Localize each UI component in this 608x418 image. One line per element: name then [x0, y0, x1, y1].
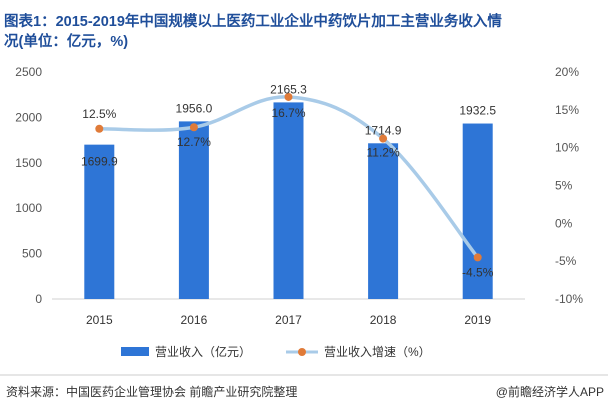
line-data-label: -4.5% [462, 265, 494, 279]
x-axis-tick-label: 2015 [86, 313, 113, 327]
line-point [473, 253, 482, 262]
right-axis-tick-label: 10% [555, 141, 579, 155]
legend: 营业收入（亿元） 营业收入增速（%） [121, 344, 431, 359]
line-point [284, 92, 293, 101]
credit-note: @前瞻经济学人APP [496, 384, 604, 399]
right-axis-tick-label: 5% [555, 179, 573, 193]
line-data-label: 12.5% [82, 107, 116, 121]
line-markers [95, 92, 482, 262]
left-axis-tick-label: 1500 [15, 156, 42, 170]
line-point [189, 123, 198, 132]
bar-data-label: 1932.5 [459, 104, 496, 118]
bar-data-labels: 1699.9 1956.0 2165.3 1714.9 1932.5 [81, 82, 496, 168]
chart-title-line2: 况(单位：亿元，%) [4, 32, 128, 50]
line-point [379, 134, 388, 143]
left-axis-tick-label: 0 [35, 292, 42, 306]
bar [368, 143, 399, 299]
bar [178, 121, 209, 299]
right-axis-tick-label: 20% [555, 65, 579, 79]
bar [273, 102, 304, 299]
bar-data-label: 2165.3 [270, 82, 307, 96]
bar-data-label: 1699.9 [81, 155, 118, 169]
source-note: 资料来源：中国医药企业管理协会 前瞻产业研究院整理 [6, 384, 297, 399]
right-axis-tick-label: 0% [555, 216, 573, 230]
x-axis-tick-label: 2019 [464, 313, 491, 327]
legend-bar-swatch [121, 347, 149, 356]
x-axis-tick-label: 2017 [275, 313, 302, 327]
left-axis: 0 500 1000 1500 2000 2500 [15, 65, 42, 306]
bar-data-label: 1714.9 [365, 123, 402, 137]
x-axis-ticks: 2015 2016 2017 2018 2019 [86, 313, 491, 327]
line-data-label: 16.7% [271, 106, 305, 120]
line-data-label: 12.7% [177, 135, 211, 149]
line-point [95, 124, 104, 133]
left-axis-tick-label: 500 [22, 247, 42, 261]
right-axis-tick-label: 15% [555, 103, 579, 117]
left-axis-tick-label: 2000 [15, 110, 42, 124]
bar-series [84, 102, 493, 300]
left-axis-tick-label: 2500 [15, 65, 42, 79]
legend-line-marker [298, 348, 306, 356]
left-axis-tick-label: 1000 [15, 201, 42, 215]
right-axis: -10% -5% 0% 5% 10% 15% 20% [555, 65, 583, 306]
bar [84, 144, 115, 299]
line-series [97, 95, 480, 260]
x-axis-tick-label: 2016 [181, 313, 208, 327]
legend-line-label: 营业收入增速（%） [324, 345, 431, 359]
right-axis-tick-label: -10% [555, 292, 583, 306]
growth-line [97, 95, 480, 260]
line-data-label: 11.2% [367, 146, 400, 160]
bar [462, 123, 493, 300]
bar-data-label: 1956.0 [176, 101, 213, 115]
line-data-labels: 12.5% 12.7% 16.7% 11.2% -4.5% [82, 106, 493, 279]
x-axis-tick-label: 2018 [370, 313, 397, 327]
right-axis-tick-label: -5% [555, 254, 577, 268]
chart-title-line1: 图表1：2015-2019年中国规模以上医药工业企业中药饮片加工主营业务收入情 [4, 12, 502, 30]
legend-bar-label: 营业收入（亿元） [155, 344, 251, 359]
